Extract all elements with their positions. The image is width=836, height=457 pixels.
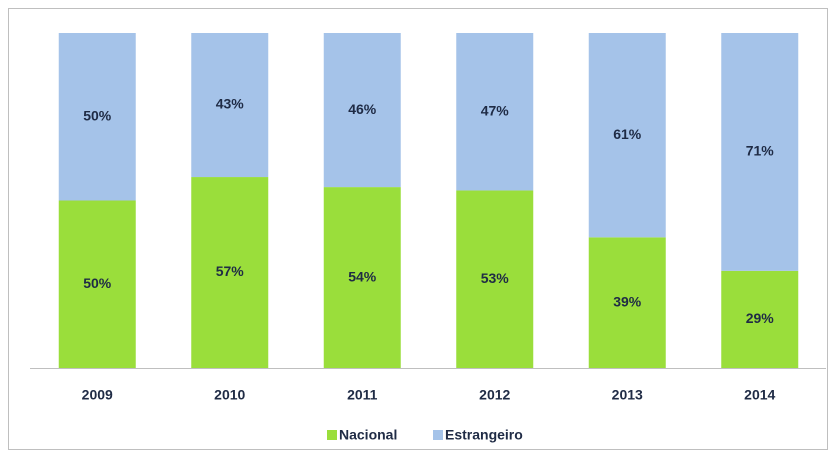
bar-segment [323,187,401,368]
x-tick-label: 2009 [82,387,113,403]
data-label: 61% [613,126,642,142]
data-label: 46% [348,101,377,117]
x-tick-label: 2013 [612,387,643,403]
bar-segment [191,177,269,368]
x-tick-label: 2010 [214,387,245,403]
legend-swatch [327,430,337,440]
bar-segment [456,190,534,368]
data-label: 29% [746,310,775,326]
data-label: 43% [216,96,245,112]
data-label: 47% [481,102,510,118]
bar-segment [323,33,401,188]
legend-swatch [433,430,443,440]
bar-segment [456,33,534,191]
bar-segment [721,33,799,271]
bar-segment [58,33,136,201]
chart-frame [8,8,828,450]
bar-segment [588,237,666,368]
bar-segment [588,33,666,238]
bar-segment [191,33,269,178]
x-tick-label: 2012 [479,387,510,403]
bar-segment [721,270,799,368]
data-label: 50% [83,107,112,123]
x-tick-label: 2014 [744,387,775,403]
bar-segment [58,200,136,368]
data-label: 71% [746,143,775,159]
data-label: 54% [348,268,377,284]
legend-label: Nacional [339,427,397,443]
data-label: 57% [216,263,245,279]
data-label: 53% [481,270,510,286]
x-tick-label: 2011 [347,387,378,403]
data-label: 50% [83,275,112,291]
data-label: 39% [613,293,642,309]
legend-label: Estrangeiro [445,427,523,443]
